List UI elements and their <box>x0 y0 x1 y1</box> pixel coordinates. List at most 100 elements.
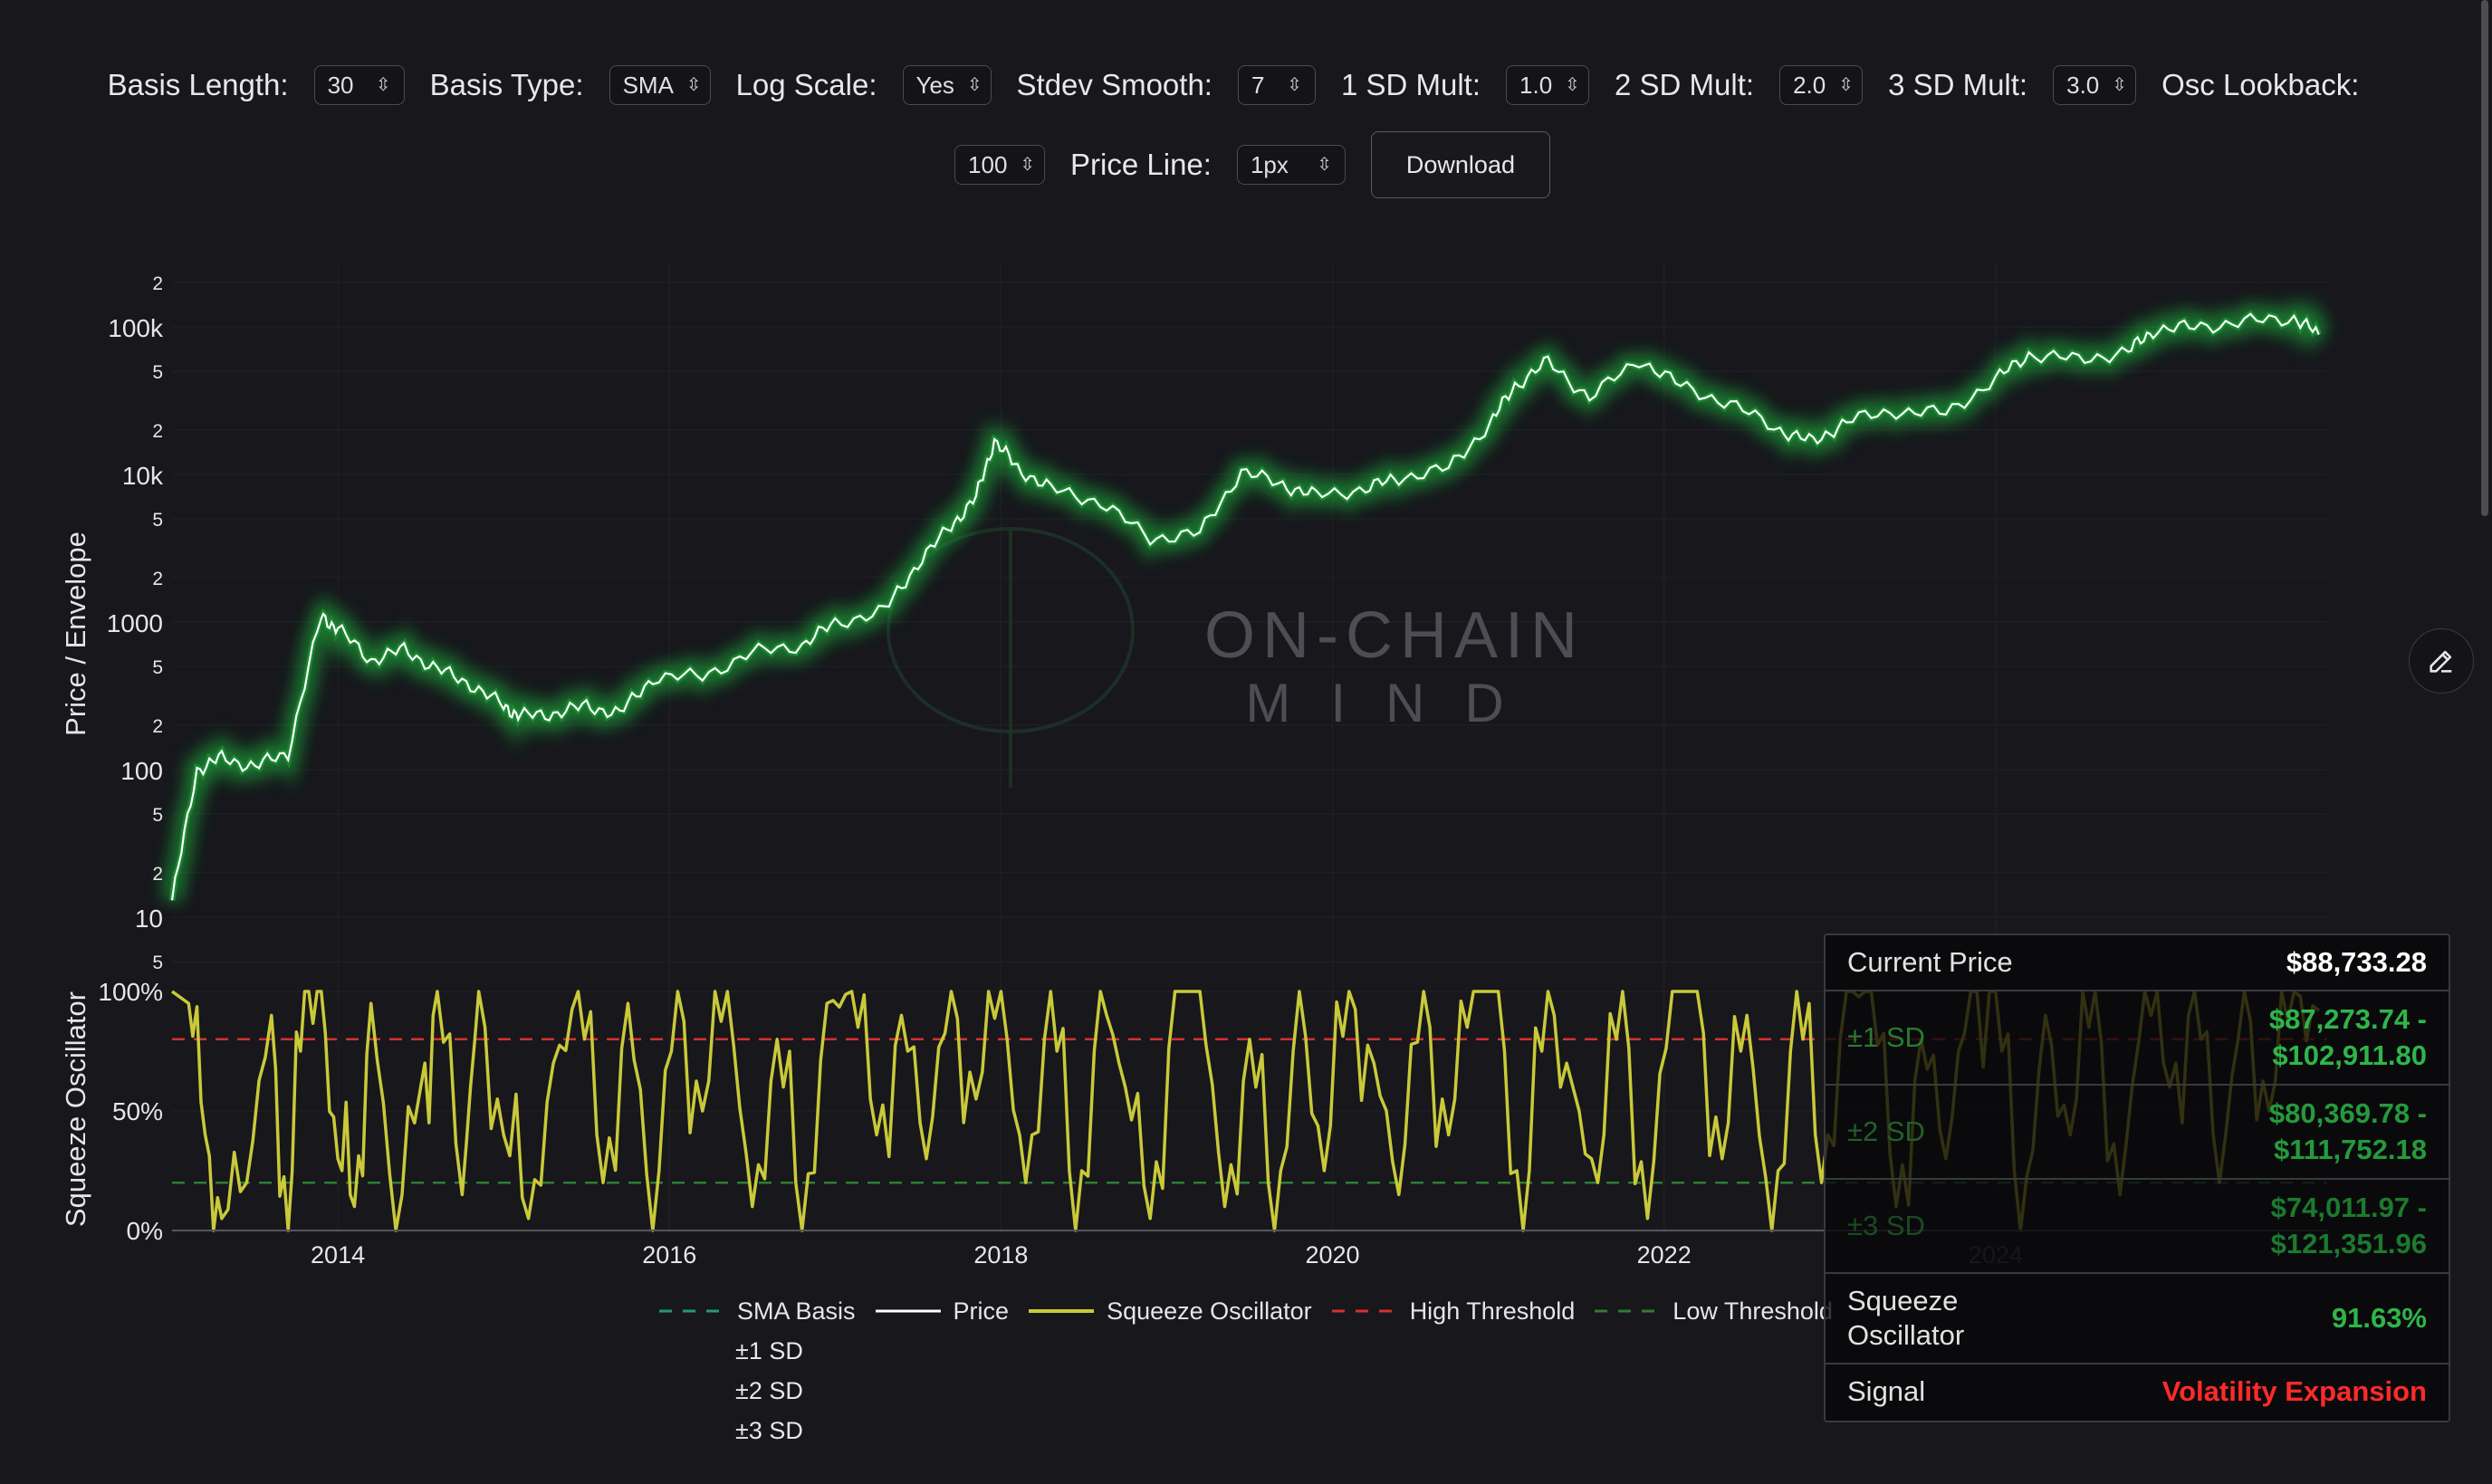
log-scale-label: Log Scale: <box>735 68 877 101</box>
sd3-mult-select[interactable]: 3.0 ⇳ <box>2053 65 2137 105</box>
sd2-mult-control: 2 SD Mult: 2.0 ⇳ <box>1615 65 1864 105</box>
price-y-tick-label: 100k <box>108 314 164 342</box>
legend-sma-basis[interactable]: SMA Basis <box>659 1297 856 1326</box>
sd2-value-high: $111,752.18 <box>2274 1134 2427 1165</box>
current-price-value: $88,733.28 <box>2286 946 2427 978</box>
basis-type-label: Basis Type: <box>429 68 584 101</box>
price-y-tick-label: 5 <box>152 510 163 531</box>
osc-y-tick-label: 100% <box>98 978 163 1006</box>
sd1-row: ±1 SD $87,273.74 - $102,911.80 <box>1826 991 2449 1086</box>
price-y-tick-label: 5 <box>152 657 163 678</box>
osc-lookback-select-wrap: 100 ⇳ <box>954 145 1046 185</box>
updown-chevron-icon: ⇳ <box>685 75 702 95</box>
legend-sd3[interactable]: ±3 SD <box>735 1416 803 1444</box>
basis-length-value: 30 <box>327 71 354 99</box>
basis-type-control: Basis Type: SMA ⇳ <box>430 65 711 105</box>
squeeze-label: Squeeze Oscillator <box>1847 1284 1964 1353</box>
current-price-label: Current Price <box>1847 946 2013 978</box>
sd1-mult-control: 1 SD Mult: 1.0 ⇳ <box>1340 65 1590 105</box>
controls-row-1: Basis Length: 30 ⇳ Basis Type: SMA ⇳ Log… <box>0 62 2492 109</box>
squeeze-value: 91.63% <box>2331 1302 2427 1334</box>
sd3-value: $74,011.97 - $121,351.96 <box>2271 1190 2427 1262</box>
sd1-mult-select[interactable]: 1.0 ⇳ <box>1506 65 1590 105</box>
osc-y-tick-label: 50% <box>112 1097 163 1125</box>
sd3-mult-control: 3 SD Mult: 3.0 ⇳ <box>1888 65 2137 105</box>
current-price-row: Current Price $88,733.28 <box>1826 935 2449 991</box>
sd1-value-low: $87,273.74 - <box>2268 1003 2427 1035</box>
legend-sd2[interactable]: ±2 SD <box>735 1376 803 1404</box>
legend-squeeze-oscillator[interactable]: Squeeze Oscillator <box>1029 1297 1312 1326</box>
price-y-tick-label: 2 <box>152 716 163 737</box>
stdev-smooth-label: Stdev Smooth: <box>1016 68 1212 101</box>
sd3-label: ±3 SD <box>1847 1210 1925 1241</box>
legend-high-threshold-label: High Threshold <box>1409 1297 1576 1325</box>
legend-swatch-dashed-red <box>1331 1309 1397 1313</box>
sd2-value: $80,369.78 - $111,752.18 <box>2269 1096 2427 1168</box>
legend-low-threshold[interactable]: Low Threshold <box>1595 1297 1833 1326</box>
signal-label: Signal <box>1847 1375 1926 1407</box>
updown-chevron-icon: ⇳ <box>1565 75 1580 95</box>
info-panel: Current Price $88,733.28 ±1 SD $87,273.7… <box>1824 933 2450 1422</box>
legend-sd1[interactable]: ±1 SD <box>735 1336 803 1364</box>
chart-legend: SMA Basis Price Squeeze Oscillator High … <box>659 1291 1853 1450</box>
legend-sma-basis-label: SMA Basis <box>737 1297 856 1325</box>
signal-row: Signal Volatility Expansion <box>1826 1364 2449 1419</box>
pencil-icon <box>2430 650 2452 673</box>
sd2-label: ±2 SD <box>1847 1115 1925 1147</box>
price-line-value: 1px <box>1250 150 1289 178</box>
x-tick-label: 2022 <box>1637 1241 1692 1269</box>
edit-button[interactable] <box>2409 628 2474 694</box>
stdev-smooth-value: 7 <box>1251 71 1265 99</box>
legend-swatch-dashed-darkgreen <box>1595 1309 1661 1313</box>
legend-swatch-dashed-green <box>659 1309 724 1313</box>
stdev-smooth-select[interactable]: 7 ⇳ <box>1237 65 1316 105</box>
stdev-smooth-control: Stdev Smooth: 7 ⇳ <box>1017 65 1316 105</box>
price-y-tick-label: 100 <box>120 757 163 785</box>
squeeze-label-line1: Squeeze <box>1847 1285 1959 1316</box>
sd2-mult-label: 2 SD Mult: <box>1615 68 1755 101</box>
squeeze-label-line2: Oscillator <box>1847 1319 1965 1351</box>
legend-squeeze-oscillator-label: Squeeze Oscillator <box>1107 1297 1312 1325</box>
legend-swatch-white <box>875 1309 941 1313</box>
basis-type-value: SMA <box>622 71 674 99</box>
updown-chevron-icon: ⇳ <box>1020 155 1036 175</box>
basis-length-select[interactable]: 30 ⇳ <box>313 65 405 105</box>
download-button[interactable]: Download <box>1370 131 1550 198</box>
signal-value: Volatility Expansion <box>2161 1375 2427 1407</box>
price-plot <box>160 294 2330 903</box>
sd1-value: $87,273.74 - $102,911.80 <box>2269 1001 2427 1074</box>
watermark-logo: ON-CHAIN MIND <box>887 527 1577 788</box>
updown-chevron-icon: ⇳ <box>966 75 982 95</box>
page-scrollbar[interactable] <box>2481 0 2488 516</box>
price-y-tick-label: 10 <box>135 905 163 933</box>
price-y-tick-label: 5 <box>152 805 163 826</box>
price-line-select[interactable]: 1px ⇳ <box>1236 145 1346 185</box>
legend-price[interactable]: Price <box>875 1297 1009 1326</box>
osc-lookback-value: 100 <box>968 150 1008 178</box>
basis-type-select[interactable]: SMA ⇳ <box>609 65 711 105</box>
price-y-tick-label: 10k <box>122 462 164 490</box>
sd3-mult-value: 3.0 <box>2066 71 2100 99</box>
osc-y-tick-label: 0% <box>127 1217 163 1245</box>
price-line <box>170 312 2320 901</box>
price-y-tick-label: 2 <box>152 864 163 885</box>
squeeze-row: Squeeze Oscillator 91.63% <box>1826 1274 2449 1364</box>
oscillator-y-axis-label: Squeeze Oscillator <box>60 991 91 1227</box>
osc-lookback-control: Osc Lookback: <box>2161 68 2384 102</box>
price-y-tick-label: 5 <box>152 362 163 383</box>
price-line-label: Price Line: <box>1070 148 1212 181</box>
sd2-mult-select[interactable]: 2.0 ⇳ <box>1779 65 1864 105</box>
legend-high-threshold[interactable]: High Threshold <box>1331 1297 1576 1326</box>
sd3-value-high: $121,351.96 <box>2270 1228 2427 1259</box>
log-scale-value: Yes <box>915 71 954 99</box>
legend-row-main: SMA Basis Price Squeeze Oscillator High … <box>659 1291 1853 1331</box>
sd1-mult-label: 1 SD Mult: <box>1340 68 1481 101</box>
log-scale-control: Log Scale: Yes ⇳ <box>736 65 992 105</box>
sd3-value-low: $74,011.97 - <box>2270 1192 2427 1223</box>
osc-lookback-label: Osc Lookback: <box>2161 68 2360 101</box>
price-line-control: Price Line: 1px ⇳ <box>1070 145 1346 185</box>
log-scale-select[interactable]: Yes ⇳ <box>902 65 992 105</box>
sd1-value-high: $102,911.80 <box>2272 1039 2427 1071</box>
osc-lookback-select[interactable]: 100 ⇳ <box>954 145 1046 185</box>
price-y-tick-label: 5 <box>152 953 163 973</box>
